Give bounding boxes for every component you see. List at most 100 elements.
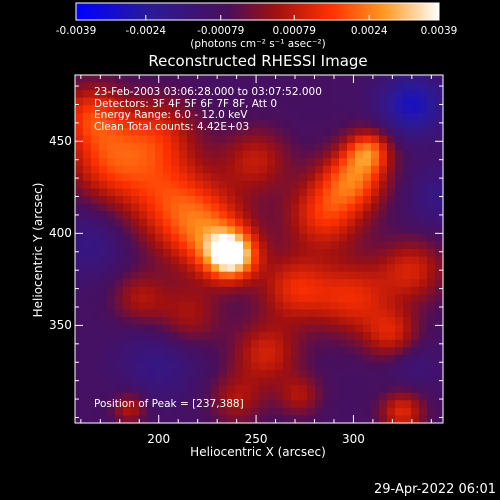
- heatmap-cell: [195, 271, 204, 280]
- heatmap-cell: [371, 415, 380, 424]
- heatmap-cell: [243, 218, 252, 227]
- heatmap-cell: [307, 97, 316, 106]
- heatmap-cell: [347, 332, 356, 341]
- heatmap-cell: [131, 309, 140, 318]
- heatmap-cell: [243, 377, 252, 386]
- heatmap-cell: [347, 385, 356, 394]
- heatmap-cell: [307, 90, 316, 99]
- heatmap-cell: [323, 377, 332, 386]
- heatmap-cell: [91, 407, 100, 417]
- heatmap-cell: [259, 301, 268, 311]
- heatmap-cell: [283, 112, 292, 121]
- heatmap-cell: [355, 173, 364, 182]
- heatmap-cell: [123, 120, 132, 129]
- heatmap-cell: [139, 97, 148, 106]
- heatmap-cell: [419, 127, 428, 137]
- heatmap-cell: [75, 90, 84, 99]
- heatmap-cell: [251, 324, 260, 333]
- heatmap-cell: [115, 180, 124, 190]
- heatmap-cell: [403, 241, 412, 250]
- heatmap-cell: [147, 354, 156, 364]
- heatmap-cell: [211, 150, 220, 159]
- heatmap-cell: [299, 309, 308, 318]
- heatmap-cell: [315, 264, 324, 273]
- heatmap-cell: [403, 347, 412, 356]
- heatmap-cell: [379, 407, 388, 417]
- heatmap-cell: [355, 309, 364, 318]
- heatmap-cell: [379, 415, 388, 424]
- heatmap-cell: [315, 196, 324, 205]
- heatmap-cell: [171, 286, 180, 295]
- heatmap-cell: [75, 249, 84, 258]
- heatmap-cell: [291, 407, 300, 417]
- heatmap-cell: [291, 233, 300, 243]
- heatmap-cell: [379, 143, 388, 152]
- colorbar-tick-label: 0.00079: [272, 25, 316, 37]
- heatmap-cell: [251, 347, 260, 356]
- heatmap-cell: [83, 112, 92, 121]
- heatmap-cell: [123, 82, 132, 91]
- heatmap-cell: [387, 188, 396, 197]
- heatmap-cell: [379, 218, 388, 227]
- heatmap-cell: [179, 415, 188, 424]
- heatmap-cell: [179, 249, 188, 258]
- heatmap-cell: [211, 354, 220, 364]
- heatmap-cell: [403, 218, 412, 227]
- heatmap-cell: [275, 256, 284, 265]
- heatmap-cell: [155, 135, 164, 144]
- heatmap-cell: [339, 211, 348, 220]
- heatmap-cell: [411, 188, 420, 197]
- heatmap-cell: [147, 249, 156, 258]
- heatmap-cell: [147, 203, 156, 212]
- heatmap-cell: [411, 211, 420, 220]
- heatmap-cell: [411, 180, 420, 190]
- heatmap-cell: [259, 226, 268, 235]
- heatmap-cell: [267, 135, 276, 144]
- heatmap-cell: [203, 173, 212, 182]
- heatmap-cell: [147, 370, 156, 379]
- heatmap-cell: [227, 97, 236, 106]
- heatmap-cell: [227, 233, 236, 243]
- heatmap-cell: [299, 188, 308, 197]
- x-tick-label: 250: [244, 432, 268, 446]
- heatmap-cell: [395, 90, 404, 99]
- heatmap-cell: [179, 150, 188, 159]
- heatmap-cell: [243, 385, 252, 394]
- colorbar-tick-label: 0.0024: [350, 25, 388, 37]
- heatmap-cell: [139, 188, 148, 197]
- heatmap-cell: [307, 82, 316, 91]
- heatmap-cell: [163, 150, 172, 159]
- heatmap-cell: [147, 143, 156, 152]
- heatmap-cell: [363, 173, 372, 182]
- heatmap-cell: [123, 165, 132, 174]
- heatmap-cell: [195, 203, 204, 212]
- heatmap-cell: [339, 105, 348, 114]
- heatmap-cell: [307, 301, 316, 311]
- heatmap-cell: [227, 407, 236, 417]
- heatmap-cell: [139, 264, 148, 273]
- heatmap-cell: [427, 143, 436, 152]
- heatmap-cell: [379, 354, 388, 364]
- heatmap-cell: [259, 332, 268, 341]
- heatmap-cell: [123, 226, 132, 235]
- heatmap-cell: [347, 279, 356, 288]
- heatmap-cell: [91, 211, 100, 220]
- heatmap-cell: [323, 400, 332, 409]
- heatmap-cell: [275, 97, 284, 106]
- heatmap-cell: [147, 233, 156, 243]
- colorbar-ticks: [75, 15, 440, 20]
- heatmap-cell: [291, 112, 300, 121]
- heatmap-cell: [83, 279, 92, 288]
- heatmap-cell: [387, 150, 396, 159]
- heatmap-cell: [75, 370, 84, 379]
- heatmap-cell: [331, 75, 340, 84]
- heatmap-cell: [403, 279, 412, 288]
- heatmap-cell: [91, 354, 100, 364]
- heatmap-cell: [427, 249, 436, 258]
- heatmap-cell: [99, 392, 108, 401]
- heatmap-cell: [235, 196, 244, 205]
- heatmap-cell: [147, 279, 156, 288]
- heatmap-cell: [131, 97, 140, 106]
- heatmap-cell: [171, 127, 180, 137]
- heatmap-cell: [147, 400, 156, 409]
